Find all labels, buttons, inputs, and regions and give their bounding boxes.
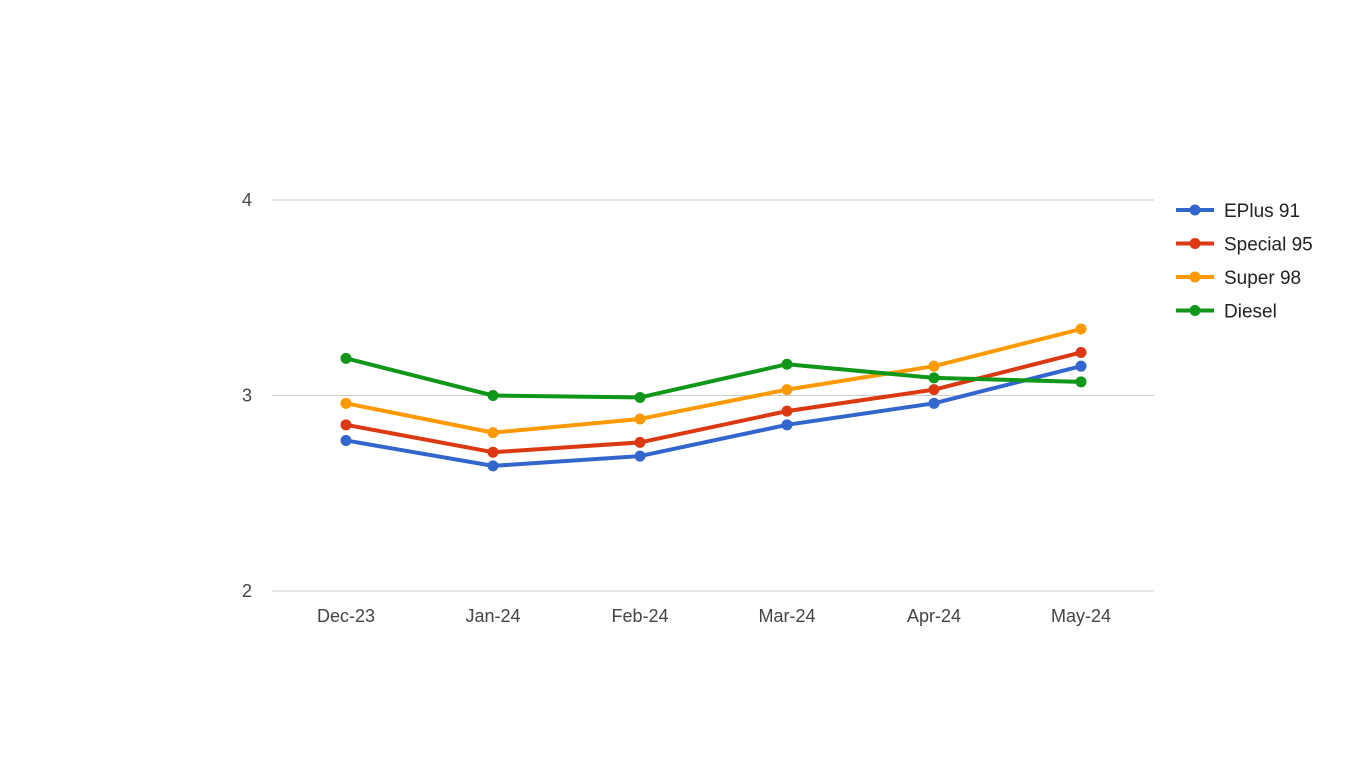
data-point[interactable] (634, 450, 646, 462)
legend[interactable]: EPlus 91 Special 95 Super 98 Diesel (1176, 201, 1313, 323)
data-point[interactable] (487, 446, 499, 458)
data-point[interactable] (340, 397, 352, 409)
data-point[interactable] (1075, 323, 1087, 335)
legend-label: Special 95 (1224, 235, 1313, 256)
legend-swatch-dot (1189, 238, 1201, 249)
data-point[interactable] (1075, 360, 1087, 372)
data-point[interactable] (928, 397, 940, 409)
y-tick-label: 4 (242, 190, 252, 210)
x-axis-ticks: Dec-23 Jan-24 Feb-24 Mar-24 Apr-24 May-24 (317, 606, 1111, 626)
data-point[interactable] (340, 434, 352, 446)
series-group (340, 323, 1087, 472)
y-tick-label: 2 (242, 581, 252, 601)
data-point[interactable] (1075, 376, 1087, 388)
legend-item[interactable]: Diesel (1176, 302, 1277, 323)
x-tick-label: Dec-23 (317, 606, 375, 626)
series-special-95 (340, 346, 1087, 458)
data-point[interactable] (781, 384, 793, 396)
x-tick-label: Mar-24 (758, 606, 815, 626)
x-tick-label: Apr-24 (907, 606, 961, 626)
data-point[interactable] (781, 419, 793, 431)
data-point[interactable] (487, 390, 499, 401)
gridlines (272, 199, 1154, 592)
data-point[interactable] (1075, 346, 1087, 358)
data-point[interactable] (781, 358, 793, 370)
series-line (344, 356, 1083, 400)
legend-swatch-dot (1189, 305, 1201, 316)
y-tick-label: 3 (242, 386, 252, 406)
data-point[interactable] (487, 427, 499, 439)
data-point[interactable] (634, 413, 646, 425)
data-point[interactable] (928, 372, 940, 384)
data-point[interactable] (340, 352, 352, 364)
y-axis-ticks: 2 3 4 (242, 190, 252, 601)
legend-item[interactable]: Super 98 (1176, 268, 1301, 289)
series-super-98 (340, 323, 1087, 439)
series-line (344, 364, 1083, 468)
data-point[interactable] (634, 391, 646, 403)
legend-swatch-dot (1189, 204, 1201, 216)
legend-item[interactable]: EPlus 91 (1176, 201, 1300, 222)
legend-label: EPlus 91 (1224, 201, 1300, 222)
x-tick-label: May-24 (1051, 606, 1111, 626)
series-line (344, 350, 1083, 455)
x-tick-label: Jan-24 (465, 606, 520, 626)
data-point[interactable] (928, 360, 940, 372)
data-point[interactable] (634, 436, 646, 448)
series-diesel (340, 352, 1087, 403)
data-point[interactable] (487, 460, 499, 472)
series-line (344, 327, 1083, 435)
data-point[interactable] (340, 419, 352, 431)
legend-label: Super 98 (1224, 268, 1301, 289)
series-eplus-91 (340, 360, 1087, 472)
data-point[interactable] (928, 384, 940, 396)
legend-label: Diesel (1224, 302, 1277, 323)
legend-item[interactable]: Special 95 (1176, 235, 1313, 256)
legend-swatch-dot (1189, 271, 1201, 283)
x-tick-label: Feb-24 (611, 606, 668, 626)
data-point[interactable] (781, 405, 793, 417)
